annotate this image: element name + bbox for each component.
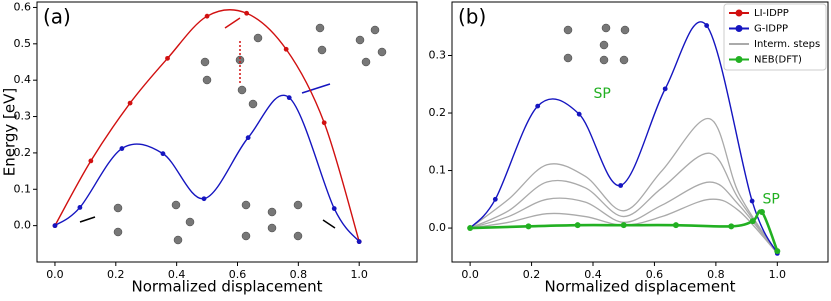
- legend-marker: [735, 56, 743, 63]
- series-line: [54, 94, 360, 243]
- x-tick-label: 0.6: [646, 268, 664, 281]
- data-point: [672, 222, 679, 229]
- legend-label: LI-IDPP: [754, 8, 789, 19]
- annotation: SP: [762, 191, 779, 207]
- x-tick-label: 0.8: [707, 268, 725, 281]
- data-point: [201, 196, 207, 202]
- data-point: [283, 46, 289, 52]
- data-point: [535, 103, 541, 109]
- data-point: [620, 222, 627, 229]
- data-point: [77, 205, 83, 210]
- x-tick-label: 1.0: [769, 268, 787, 281]
- x-tick-label: 0.8: [290, 268, 308, 281]
- arrows: [79, 17, 336, 229]
- x-tick-label: 0.4: [584, 268, 602, 281]
- legend-marker: [735, 9, 743, 17]
- data-point: [52, 223, 58, 229]
- plot-frame: [451, 1, 829, 263]
- data-point: [704, 23, 710, 28]
- x-tick-label: 0.0: [461, 268, 479, 281]
- x-tick-label: 0.2: [107, 268, 125, 281]
- data-point: [576, 111, 582, 117]
- x-axis-label: Normalized displacement: [545, 278, 736, 296]
- data-point: [618, 183, 624, 188]
- data-point: [321, 120, 327, 126]
- data-point: [286, 95, 292, 101]
- data-point: [525, 223, 532, 230]
- data-point: [728, 223, 735, 230]
- molecule-decor: [113, 23, 630, 245]
- x-tick-label: 0.0: [46, 268, 64, 281]
- y-tick-label: 0.3: [429, 48, 447, 61]
- y-tick-label: 0.2: [429, 106, 447, 119]
- annotation: SP: [594, 86, 611, 102]
- data-point: [204, 13, 210, 19]
- data-point: [356, 239, 362, 245]
- y-tick-label: 0.5: [14, 37, 32, 50]
- legend-label: G-IDPP: [754, 24, 788, 35]
- y-tick-label: 0.1: [14, 182, 32, 195]
- y-tick-label: 0.0: [429, 221, 447, 234]
- legend-label: Interm. steps: [754, 39, 820, 50]
- data-point: [467, 225, 474, 232]
- y-tick-label: 0.6: [14, 0, 32, 13]
- data-point: [88, 158, 94, 164]
- data-point: [749, 218, 756, 225]
- y-axis-label: Energy [eV]: [1, 88, 19, 176]
- data-point: [245, 135, 251, 141]
- legend-box: [723, 3, 827, 71]
- series-line: [469, 21, 778, 254]
- data-point: [244, 10, 250, 16]
- x-tick-label: 0.4: [168, 268, 186, 281]
- data-point: [331, 206, 337, 211]
- x-tick-label: 0.6: [229, 268, 247, 281]
- y-tick-label: 0.4: [14, 73, 32, 86]
- legend-label: NEB(DFT): [754, 55, 802, 66]
- data-point: [758, 208, 765, 215]
- data-point: [662, 86, 668, 92]
- y-tick-label: 0.0: [14, 219, 32, 232]
- legend-marker: [735, 25, 743, 32]
- data-point: [574, 222, 581, 229]
- series-line: [54, 9, 360, 242]
- intermediate-curve: [469, 118, 778, 254]
- data-point: [119, 146, 125, 151]
- plot-frame: [36, 1, 418, 263]
- x-axis-label: Normalized displacement: [132, 278, 323, 296]
- x-tick-label: 1.0: [350, 268, 368, 281]
- panel-label: (a): [43, 5, 71, 29]
- data-point: [774, 248, 781, 255]
- intermediate-curve: [469, 152, 778, 254]
- data-point: [165, 55, 170, 61]
- data-point: [492, 196, 498, 202]
- data-point: [749, 198, 755, 204]
- data-point: [160, 151, 166, 157]
- y-tick-label: 0.1: [429, 164, 447, 177]
- y-tick-label: 0.3: [14, 110, 32, 123]
- panel-label: (b): [458, 5, 486, 29]
- x-tick-label: 0.2: [523, 268, 541, 281]
- y-tick-label: 0.2: [14, 146, 32, 159]
- data-point: [127, 100, 133, 106]
